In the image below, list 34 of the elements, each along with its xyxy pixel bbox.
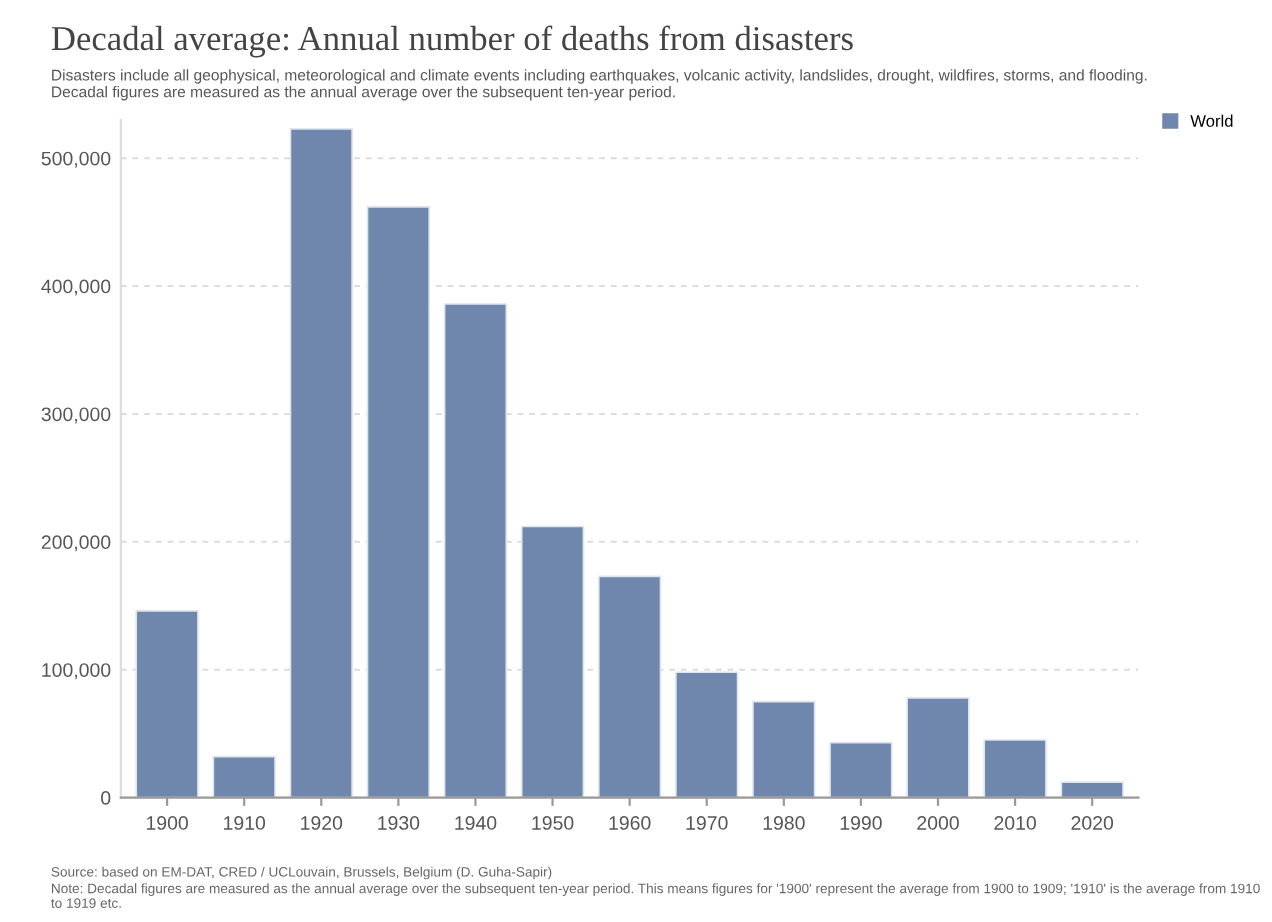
y-tick-label: 300,000 (41, 407, 111, 424)
chart-title: Decadal average: Annual number of deaths from disasters (51, 25, 853, 58)
x-tick-label: 1970 (686, 816, 728, 830)
bar (289, 127, 353, 798)
bar (1060, 781, 1124, 798)
x-tick-label: 1990 (840, 816, 882, 830)
x-tick-label: 1910 (224, 816, 266, 830)
x-tick-label: 2020 (1071, 816, 1114, 830)
bar (135, 610, 199, 798)
y-tick-label: 400,000 (41, 279, 111, 296)
bar (752, 700, 816, 798)
y-tick-label: 0 (101, 791, 111, 805)
x-tick-label: 1900 (146, 816, 188, 830)
bar (443, 303, 508, 798)
x-tick-label: 1980 (763, 816, 805, 830)
bar (906, 696, 970, 798)
x-tick-label: 2000 (917, 816, 959, 830)
x-tick-label: 2010 (994, 816, 1036, 830)
y-tick-label: 500,000 (41, 151, 111, 168)
bar (829, 741, 893, 798)
x-tick-label: 1930 (378, 816, 420, 830)
x-tick-label: 1960 (609, 816, 651, 830)
bar (597, 575, 662, 798)
y-tick-label: 200,000 (41, 535, 111, 552)
bar (983, 739, 1047, 798)
x-tick-label: 1920 (301, 816, 343, 830)
bar (675, 671, 739, 798)
y-tick-label: 100,000 (42, 663, 111, 680)
bar (520, 525, 585, 798)
x-tick-label: 1950 (532, 816, 574, 830)
legend-label: World (1190, 114, 1233, 127)
bar (366, 205, 431, 798)
bar (212, 755, 276, 798)
x-tick-label: 1940 (455, 816, 497, 830)
